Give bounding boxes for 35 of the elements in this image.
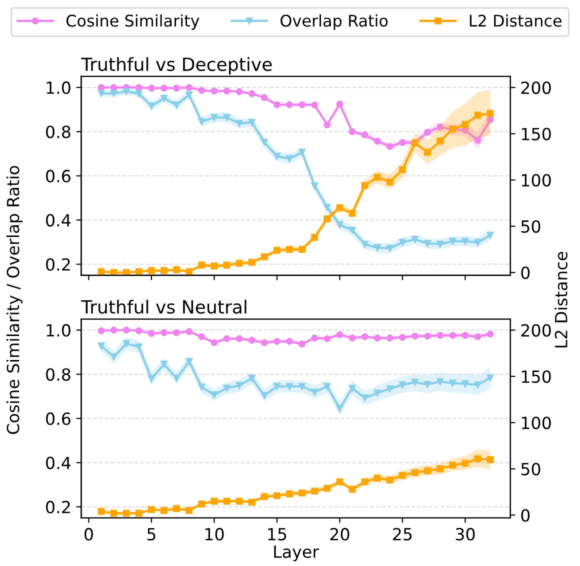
x-tick-label: 20 <box>330 528 350 541</box>
y2-axis-title: L2 Distance <box>554 252 568 348</box>
y2-tick-label: 0 <box>521 509 530 522</box>
y2-tick-label: 200 <box>521 324 551 337</box>
x-tick-label: 25 <box>393 528 412 541</box>
y-tick-label: 0.4 <box>46 214 71 227</box>
y-tick-label: 0.8 <box>46 126 70 138</box>
y-tick-label: 1.0 <box>46 324 70 337</box>
chart-title: Truthful vs Deceptive <box>81 57 272 75</box>
chart-title: Truthful vs Neutral <box>81 300 246 314</box>
y2-tick-label: 50 <box>521 462 540 476</box>
x-axis-title: Layer <box>274 546 320 562</box>
x-tick-label: 15 <box>268 528 286 541</box>
x-tick-label: 5 <box>147 528 156 541</box>
y-tick-label: 0.8 <box>46 368 70 381</box>
x-tick-label: 30 <box>456 528 475 541</box>
y2-tick-label: 100 <box>522 174 551 187</box>
y-tick-label: 0.4 <box>46 456 71 470</box>
y2-tick-label: 150 <box>522 370 551 383</box>
y2-tick-label: 200 <box>521 81 551 94</box>
y-tick-label: 0.6 <box>46 170 70 182</box>
y-tick-label: 1.0 <box>46 81 70 94</box>
y-tick-label: 0.2 <box>46 500 70 514</box>
y2-tick-label: 0 <box>521 266 530 280</box>
y-tick-label: 0.6 <box>46 412 70 426</box>
x-tick-label: 10 <box>205 528 224 541</box>
y-tick-label: 0.2 <box>46 258 70 271</box>
legend-label: Cosine Similarity <box>66 14 200 30</box>
y-axis-title: Cosine Similarity / Overlap Ratio <box>6 166 23 434</box>
x-tick-label: 0 <box>84 528 93 541</box>
y2-tick-label: 50 <box>521 220 540 233</box>
y2-tick-label: 150 <box>522 128 551 140</box>
legend-label: L2 Distance <box>470 14 562 27</box>
legend-label: Overlap Ratio <box>280 14 388 30</box>
y2-tick-label: 100 <box>522 416 551 430</box>
